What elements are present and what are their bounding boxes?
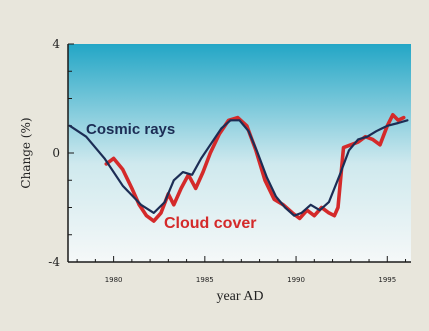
- series-line-cloud-cover: [104, 113, 406, 223]
- series-label-cloud-cover: Cloud cover: [164, 215, 256, 232]
- series-lines: [68, 113, 409, 223]
- x-tick-label: 1985: [196, 276, 214, 284]
- x-tick-label: 1990: [287, 276, 305, 284]
- series-line-cosmic-rays: [68, 119, 409, 217]
- y-tick-label: -4: [48, 255, 60, 269]
- y-axis-label: Change (%): [19, 117, 33, 188]
- axes: 4 0 -4 1980 1985 1990 1995: [48, 37, 411, 284]
- plot-area: [68, 44, 411, 262]
- x-tick-label: 1980: [105, 276, 123, 284]
- x-axis-label: year AD: [216, 289, 263, 304]
- y-tick-label: 0: [52, 146, 60, 160]
- y-tick-label: 4: [52, 37, 60, 51]
- series-label-cosmic-rays: Cosmic rays: [86, 121, 175, 138]
- x-tick-label: 1995: [378, 276, 396, 284]
